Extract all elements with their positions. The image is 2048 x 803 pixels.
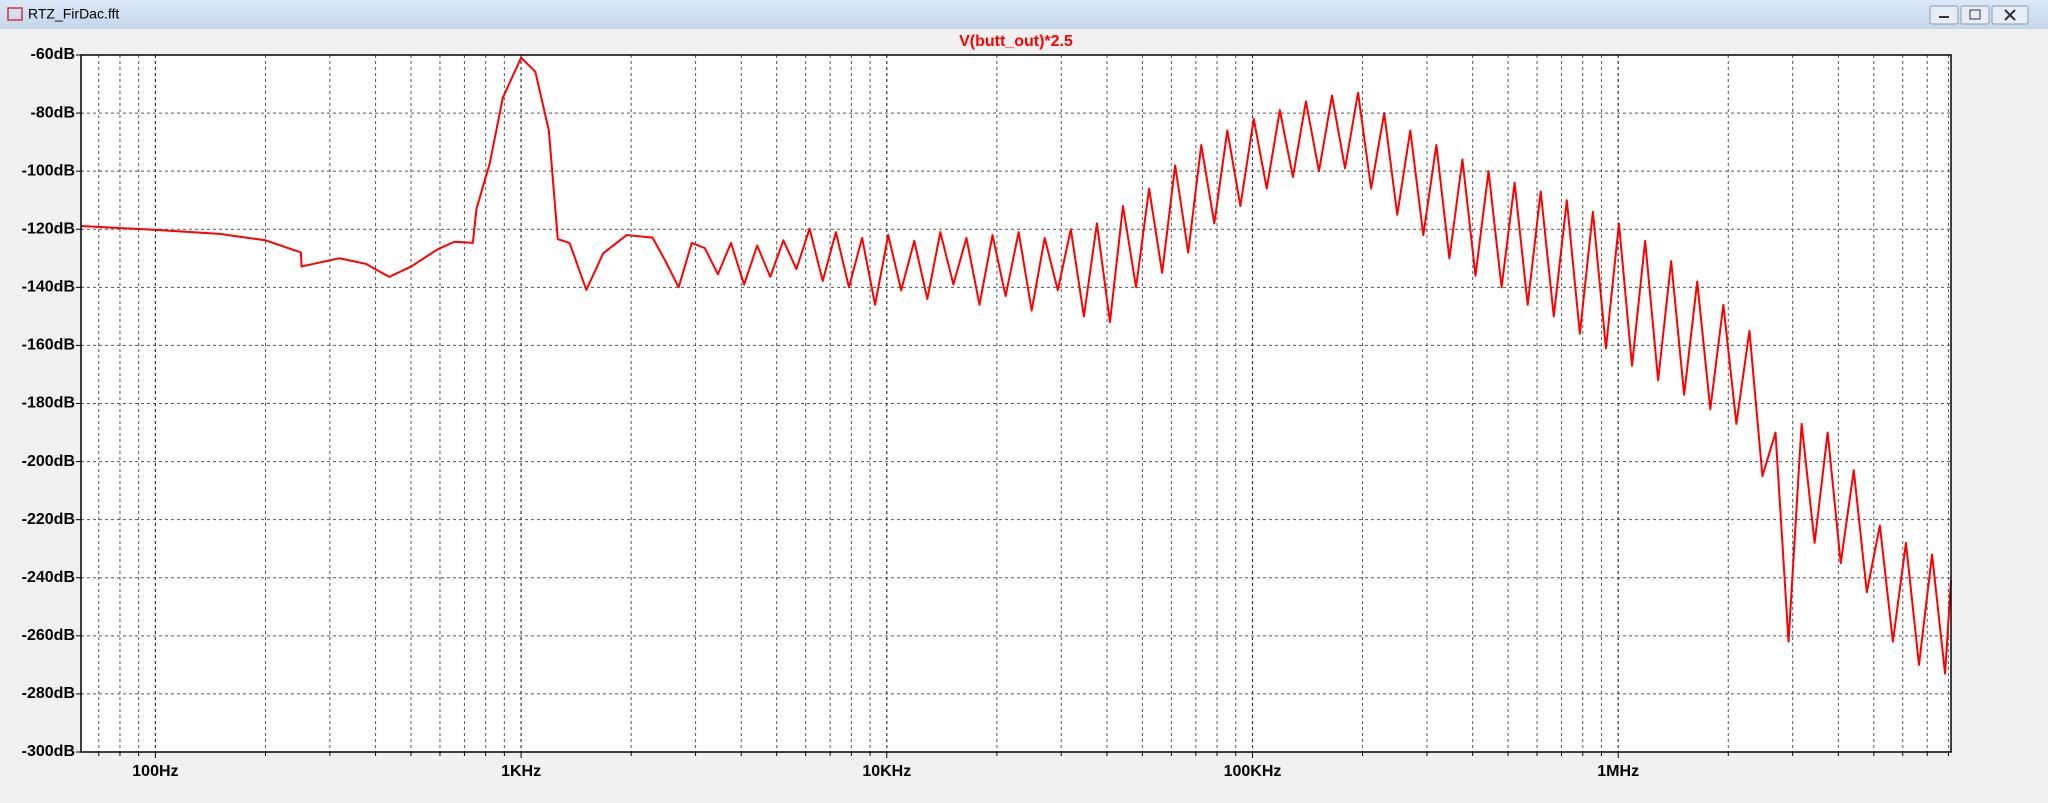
- close-icon: [2004, 9, 2016, 21]
- y-tick-label: -60dB: [31, 46, 75, 63]
- y-tick-label: -200dB: [22, 453, 75, 470]
- x-tick-label: 1MHz: [1597, 763, 1639, 780]
- window-icon: [7, 7, 23, 21]
- y-tick-label: -120dB: [22, 220, 75, 237]
- x-tick-label: 10KHz: [862, 763, 911, 780]
- restore-icon: [1969, 9, 1981, 20]
- axis-labels: -60dB -80dB -100dB -120dB -140dB -160dB -180dB…: [22, 46, 1949, 780]
- y-tick-label: -220dB: [22, 511, 75, 528]
- title-bar: [0, 0, 2048, 29]
- window-buttons[interactable]: [1929, 5, 2029, 25]
- restore-button[interactable]: [1960, 5, 1990, 25]
- trace-label: V(butt_out)*2.5: [959, 33, 1073, 50]
- window-title: RTZ_FirDac.fft: [28, 6, 119, 22]
- x-tick-label: 100Hz: [132, 763, 178, 780]
- grid: [81, 54, 1951, 753]
- plot-area: [81, 55, 1951, 752]
- y-tick-label: -80dB: [31, 104, 75, 121]
- x-tick-label: 100KHz: [1224, 763, 1282, 780]
- y-tick-label: -300dB: [22, 743, 75, 760]
- minimize-icon: [1939, 16, 1949, 18]
- y-tick-label: -100dB: [22, 162, 75, 179]
- minimize-button[interactable]: [1929, 5, 1959, 25]
- trace-line: [80, 56, 1952, 675]
- y-tick-label: -260dB: [22, 627, 75, 644]
- y-tick-label: -180dB: [22, 395, 75, 412]
- y-tick-label: -280dB: [22, 685, 75, 702]
- y-tick-label: -240dB: [22, 569, 75, 586]
- y-tick-label: -160dB: [22, 337, 75, 354]
- y-tick-label: -140dB: [22, 279, 75, 296]
- x-tick-label: 1KHz: [501, 763, 541, 780]
- trace-layer: [80, 56, 1952, 675]
